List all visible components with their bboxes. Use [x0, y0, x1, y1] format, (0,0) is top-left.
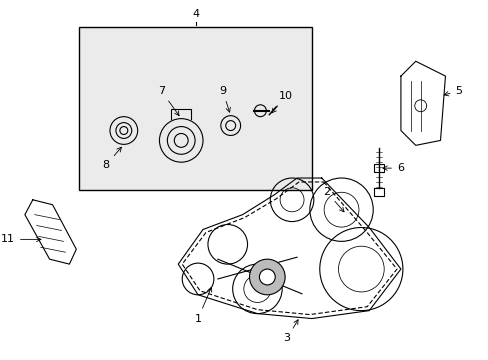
Text: 4: 4: [192, 9, 199, 19]
Text: 1: 1: [194, 287, 211, 324]
Text: 7: 7: [158, 86, 179, 116]
Text: 2: 2: [323, 187, 344, 212]
Circle shape: [249, 259, 285, 295]
Circle shape: [259, 269, 275, 285]
Text: 3: 3: [283, 320, 298, 343]
Text: 11: 11: [1, 234, 41, 244]
Text: 6: 6: [382, 163, 403, 173]
Text: 8: 8: [102, 147, 121, 170]
Text: 10: 10: [271, 91, 292, 113]
Bar: [79, 27, 311, 190]
Text: 5: 5: [443, 86, 462, 96]
Text: 9: 9: [219, 86, 230, 112]
